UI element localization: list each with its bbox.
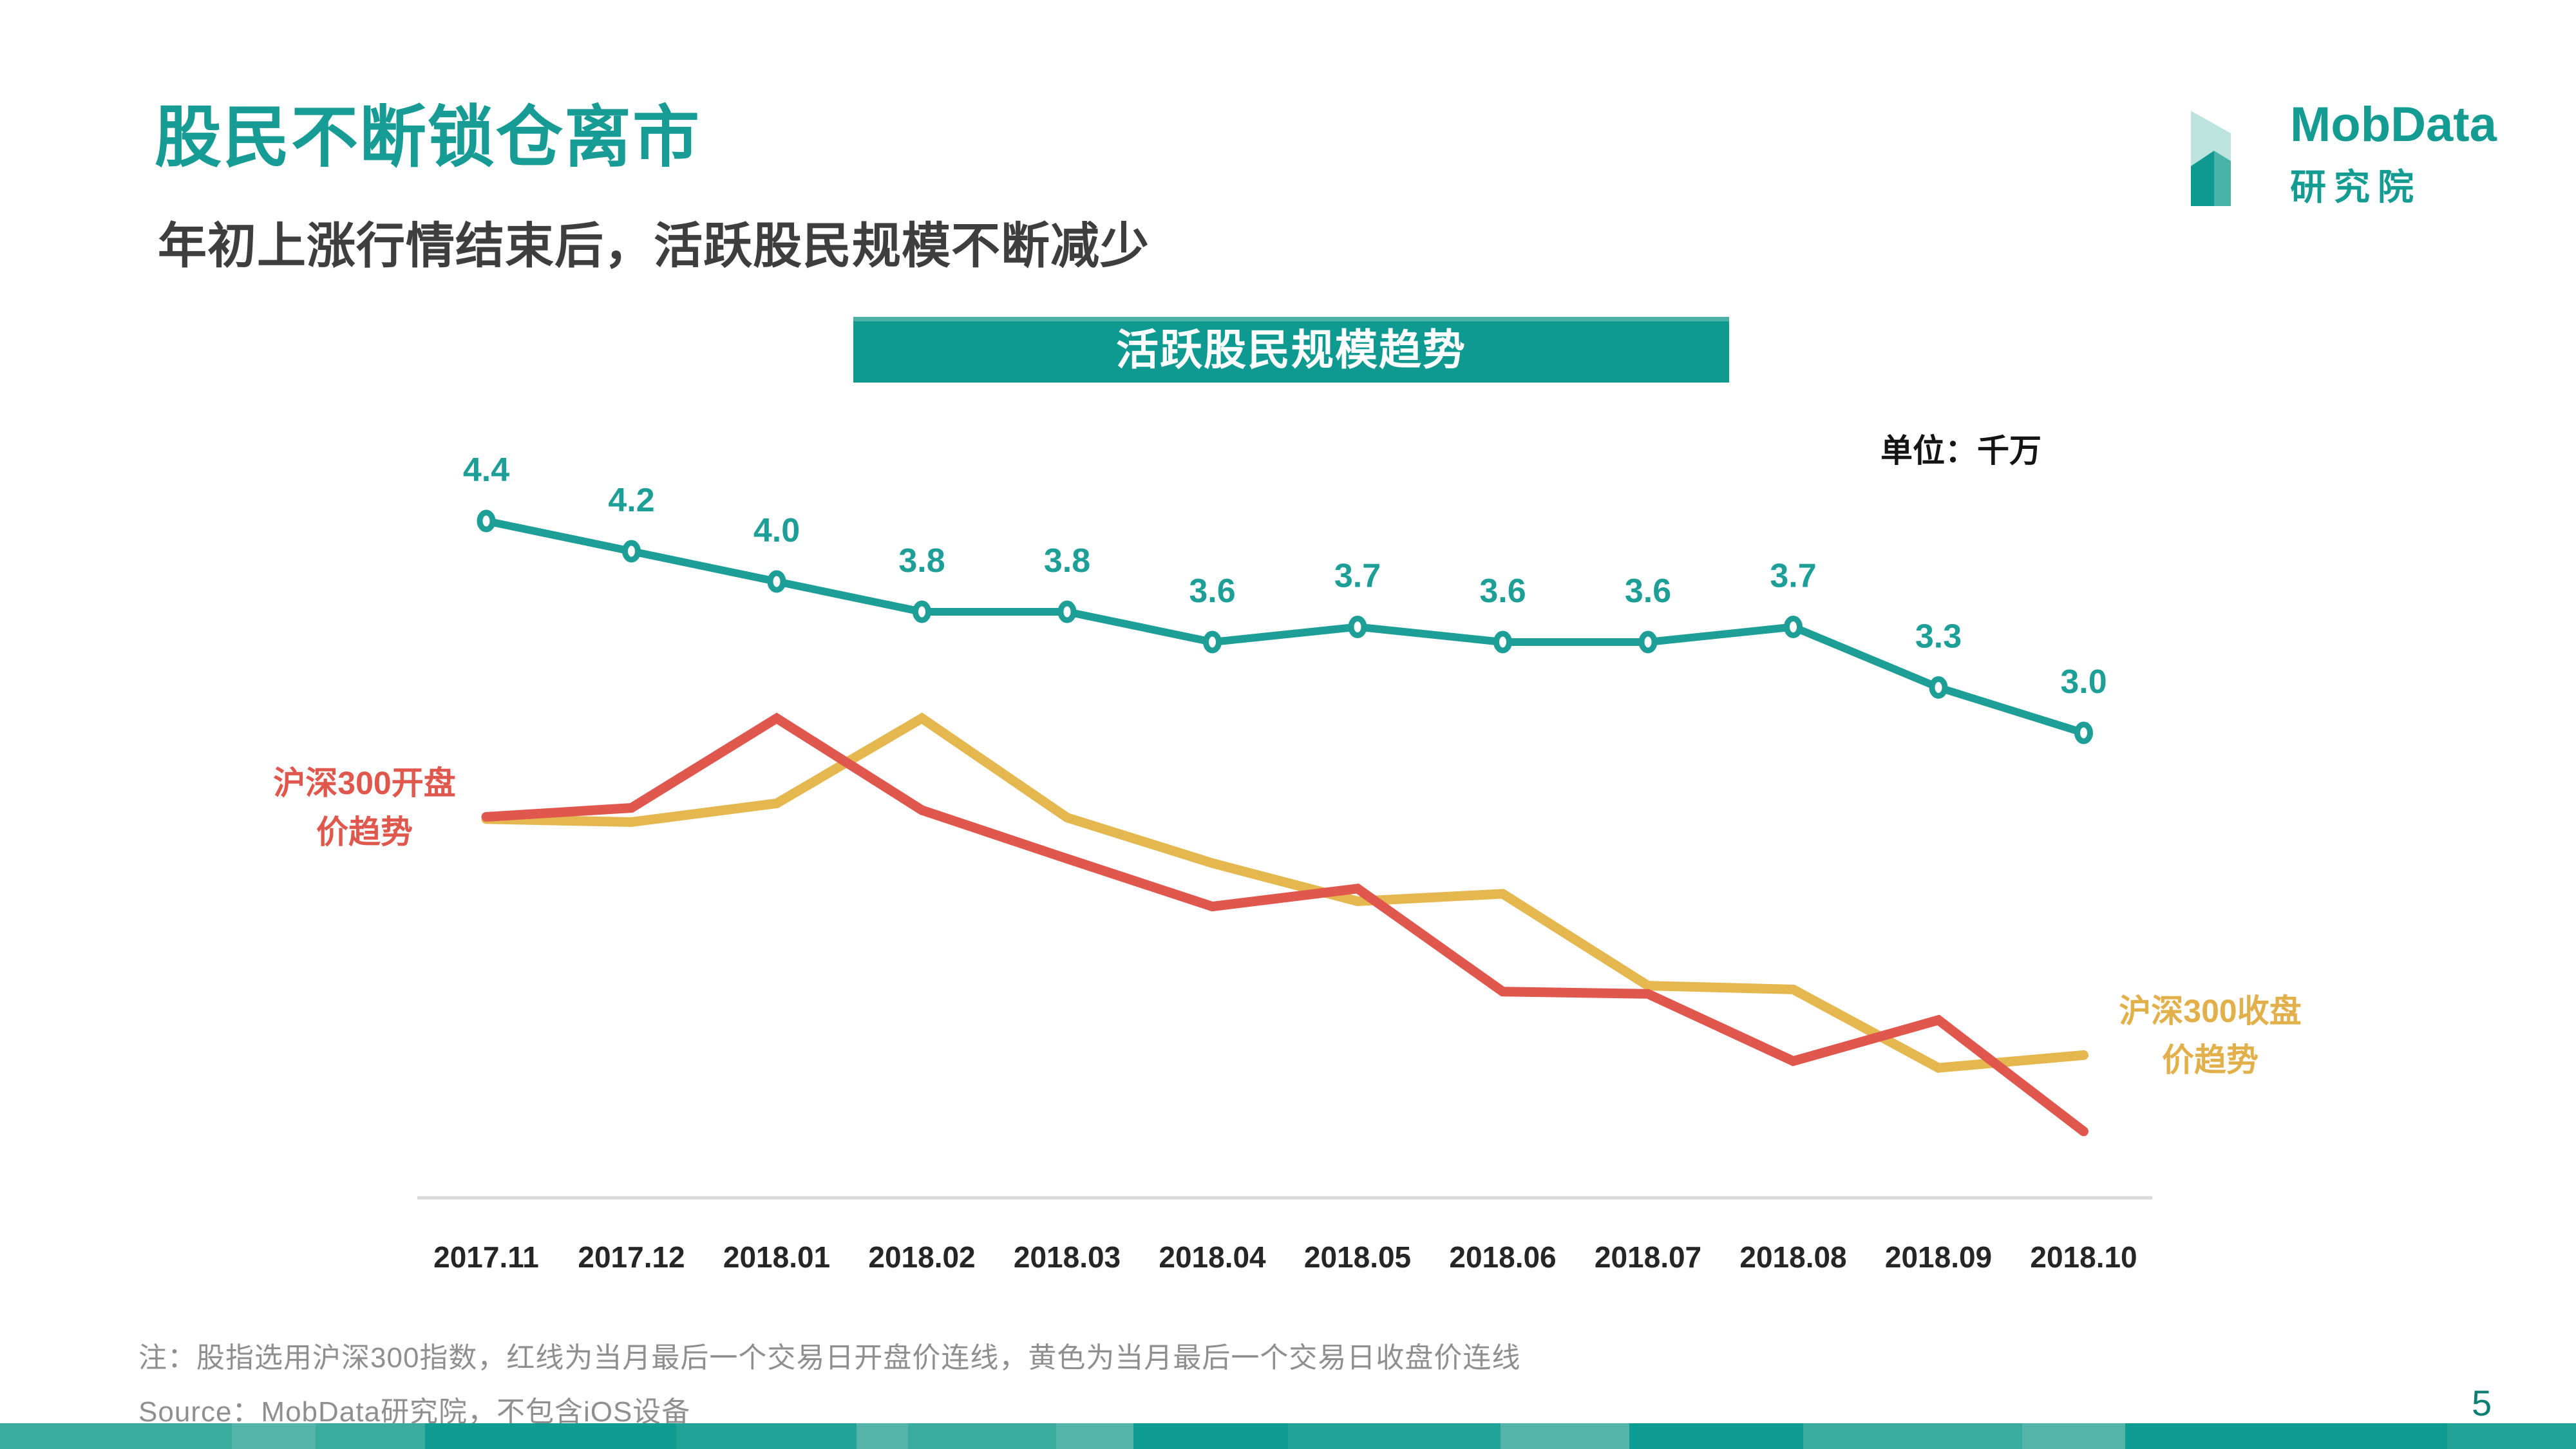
data-point-marker: [1929, 676, 1948, 699]
data-point-marker: [1348, 616, 1367, 638]
x-axis-label: 2017.12: [578, 1240, 685, 1274]
x-axis-label: 2018.07: [1595, 1240, 1701, 1274]
data-point-label: 4.4: [463, 451, 509, 489]
data-point-label: 4.2: [608, 482, 654, 519]
csi300-close-series-label: 沪深300收盘 价趋势: [2081, 987, 2339, 1084]
x-axis-label: 2017.11: [433, 1240, 539, 1274]
data-point-label: 3.6: [1625, 573, 1671, 610]
x-axis-label: 2018.08: [1739, 1240, 1846, 1274]
csi300-open-series-label: 沪深300开盘 价趋势: [236, 759, 493, 857]
csi300-open-label-line2: 价趋势: [316, 814, 413, 850]
data-point-label: 4.0: [753, 512, 800, 549]
data-point-label: 3.7: [1334, 558, 1381, 595]
bottom-bar-segment: [1288, 1423, 1501, 1449]
source-line: Source：MobData研究院，不包含iOS设备: [138, 1396, 691, 1428]
logo-org: 研究院: [2290, 167, 2421, 207]
data-point-label: 3.8: [898, 542, 945, 580]
csi300-close-label-line2: 价趋势: [2162, 1042, 2259, 1078]
chart-title-banner: 活跃股民规模趋势: [853, 317, 1729, 383]
mobdata-logo: MobData 研究院: [2182, 95, 2517, 211]
bottom-bar-segment: [2447, 1423, 2576, 1449]
bottom-bar-segment: [857, 1423, 908, 1449]
bottom-bar-segment: [0, 1423, 232, 1449]
data-point-label: 3.6: [1479, 573, 1526, 610]
page-subtitle: 年初上涨行情结束后，活跃股民规模不断减少: [158, 219, 1150, 274]
x-axis-label: 2018.06: [1449, 1240, 1556, 1274]
csi300-open-label-line1: 沪深300开盘: [273, 765, 456, 801]
x-axis-label: 2018.04: [1159, 1240, 1266, 1274]
data-point-marker: [767, 570, 786, 593]
bottom-bar-segment: [1056, 1423, 1133, 1449]
data-point-label: 3.7: [1770, 558, 1816, 595]
data-point-marker: [2074, 721, 2093, 744]
bottom-bar-segment: [1803, 1423, 2022, 1449]
data-point-marker: [1057, 600, 1077, 623]
data-point-marker: [622, 540, 641, 563]
data-point-marker: [913, 600, 931, 623]
bottom-bar-segment: [1501, 1423, 1629, 1449]
bottom-bar-segment: [316, 1423, 425, 1449]
data-point-marker: [1493, 630, 1512, 654]
unit-label: 单位：千万: [1880, 433, 2041, 469]
x-axis-label: 2018.03: [1014, 1240, 1121, 1274]
bottom-bar-segment: [2125, 1423, 2447, 1449]
bottom-accent-bar: [0, 1423, 2576, 1449]
active-investors-line: [485, 517, 2085, 737]
x-axis-label: 2018.01: [723, 1240, 830, 1274]
bottom-bar-segment: [2022, 1423, 2125, 1449]
page-number: 5: [2472, 1383, 2492, 1423]
logo-brand: MobData: [2290, 97, 2497, 152]
data-point-label: 3.8: [1044, 542, 1090, 580]
csi300-close-line: [481, 712, 2088, 1073]
data-point-label: 3.6: [1189, 573, 1235, 610]
data-point-label: 3.0: [2060, 663, 2107, 701]
data-point-marker: [1203, 630, 1222, 654]
bottom-bar-segment: [425, 1423, 676, 1449]
x-axis-label: 2018.02: [868, 1240, 975, 1274]
bottom-bar-segment: [1629, 1423, 1803, 1449]
csi300-close-label-line1: 沪深300收盘: [2119, 993, 2302, 1029]
bottom-bar-segment: [1133, 1423, 1288, 1449]
data-point-marker: [477, 509, 496, 533]
data-point-marker: [1784, 616, 1803, 638]
csi300-open-line: [481, 712, 2088, 1137]
x-axis-label: 2018.09: [1885, 1240, 1992, 1274]
page-title: 股民不断锁仓离市: [155, 100, 701, 175]
footnote: 注：股指选用沪深300指数，红线为当月最后一个交易日开盘价连线，黄色为当月最后一…: [138, 1342, 1521, 1374]
x-axis-label: 2018.10: [2030, 1240, 2137, 1274]
data-point-label: 3.3: [1915, 618, 1962, 656]
data-point-marker: [1638, 630, 1658, 654]
bottom-bar-segment: [908, 1423, 1056, 1449]
x-axis-label: 2018.05: [1304, 1240, 1411, 1274]
mobdata-logo-mark-icon: [2191, 111, 2231, 206]
bottom-bar-segment: [232, 1423, 316, 1449]
mobdata-logo-text: MobData 研究院: [2290, 100, 2497, 211]
bottom-bar-segment: [676, 1423, 857, 1449]
